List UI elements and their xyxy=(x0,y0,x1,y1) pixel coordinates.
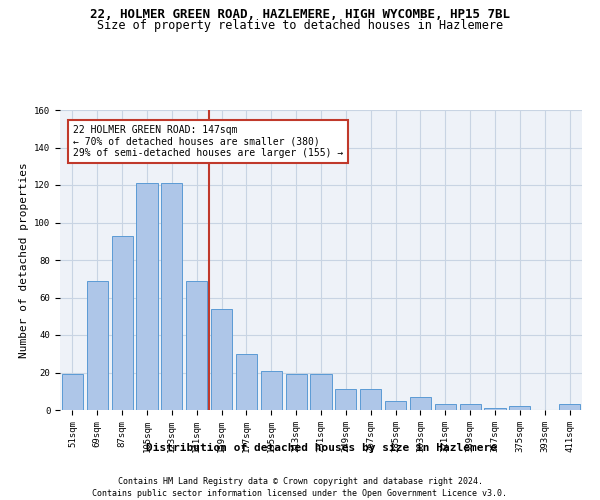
Bar xyxy=(161,183,182,410)
Text: 22, HOLMER GREEN ROAD, HAZLEMERE, HIGH WYCOMBE, HP15 7BL: 22, HOLMER GREEN ROAD, HAZLEMERE, HIGH W… xyxy=(90,8,510,20)
Bar xyxy=(435,404,456,410)
Text: Contains HM Land Registry data © Crown copyright and database right 2024.: Contains HM Land Registry data © Crown c… xyxy=(118,478,482,486)
Text: Distribution of detached houses by size in Hazlemere: Distribution of detached houses by size … xyxy=(146,442,497,452)
Bar xyxy=(236,354,257,410)
Bar xyxy=(261,370,282,410)
Bar xyxy=(410,397,431,410)
Bar xyxy=(286,374,307,410)
Bar xyxy=(484,408,506,410)
Bar xyxy=(335,390,356,410)
Bar xyxy=(460,404,481,410)
Y-axis label: Number of detached properties: Number of detached properties xyxy=(19,162,29,358)
Bar xyxy=(87,280,108,410)
Bar xyxy=(186,280,207,410)
Bar xyxy=(112,236,133,410)
Text: Contains public sector information licensed under the Open Government Licence v3: Contains public sector information licen… xyxy=(92,489,508,498)
Text: 22 HOLMER GREEN ROAD: 147sqm
← 70% of detached houses are smaller (380)
29% of s: 22 HOLMER GREEN ROAD: 147sqm ← 70% of de… xyxy=(73,125,343,158)
Bar xyxy=(509,406,530,410)
Bar xyxy=(310,374,332,410)
Bar xyxy=(62,374,83,410)
Bar xyxy=(211,308,232,410)
Bar xyxy=(360,390,381,410)
Bar xyxy=(136,183,158,410)
Bar xyxy=(385,400,406,410)
Text: Size of property relative to detached houses in Hazlemere: Size of property relative to detached ho… xyxy=(97,19,503,32)
Bar xyxy=(559,404,580,410)
